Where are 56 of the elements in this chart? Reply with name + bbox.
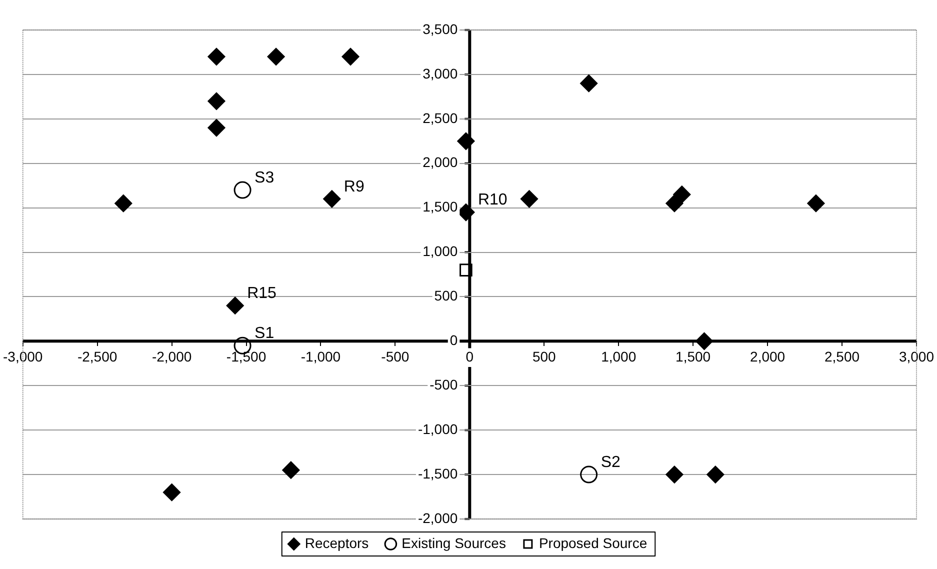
point (457, 132, 475, 150)
x-tick-label: -3,000 (2, 348, 43, 364)
point (208, 92, 226, 110)
x-tick-label: -1,500 (226, 348, 266, 364)
point (580, 74, 598, 92)
point (267, 48, 285, 66)
annotation: S1 (254, 325, 274, 342)
annotation: S2 (600, 454, 620, 471)
point (706, 466, 724, 484)
point (234, 181, 252, 199)
point (673, 186, 691, 204)
point (695, 332, 713, 350)
x-tick-label: 1,500 (676, 348, 711, 364)
y-tick-label: -2,000 (418, 510, 458, 526)
y-tick-label: -1,000 (418, 420, 458, 437)
point (208, 48, 226, 66)
annotation: R9 (344, 178, 364, 196)
y-tick-label: 500 (434, 288, 458, 304)
y-tick-label: 1,000 (422, 243, 458, 260)
x-tick-label: 2,000 (750, 348, 786, 364)
x-tick-label: -2,500 (77, 348, 118, 364)
legend-label: Receptors (304, 534, 369, 551)
point (807, 194, 825, 212)
point (520, 190, 538, 208)
y-tick-label: 3,500 (422, 20, 458, 37)
annotation: S3 (254, 169, 274, 186)
point (114, 194, 132, 212)
y-tick-label: -1,500 (418, 465, 458, 482)
y-tick-label: 2,500 (422, 110, 458, 126)
x-tick-label: 1,000 (601, 348, 636, 364)
legend-label: Proposed Source (538, 534, 648, 551)
x-tick-label: -1,000 (300, 348, 341, 364)
x-tick-label: 500 (532, 348, 556, 364)
x-tick-label: -500 (381, 348, 410, 364)
y-tick-label: 1,500 (422, 198, 458, 215)
y-tick-label: 0 (450, 332, 458, 348)
annotation: R10 (478, 192, 508, 209)
point (342, 48, 360, 66)
x-tick-label: -2,000 (152, 348, 192, 364)
point (163, 484, 181, 502)
point (460, 264, 472, 276)
point (226, 296, 244, 314)
point (666, 194, 684, 212)
x-tick-label: 2,500 (824, 348, 860, 364)
point (323, 190, 341, 208)
point (666, 466, 684, 484)
point (282, 461, 300, 479)
annotation: R15 (247, 285, 277, 302)
point (580, 466, 598, 484)
legend-label: Existing Sources (402, 534, 506, 551)
y-tick-label: -500 (430, 376, 458, 392)
y-tick-label: 3,000 (422, 65, 458, 82)
x-tick-label: 0 (466, 348, 474, 364)
point (208, 119, 226, 137)
x-tick-label: 3,000 (898, 348, 934, 364)
y-tick-label: 2,000 (422, 154, 458, 170)
